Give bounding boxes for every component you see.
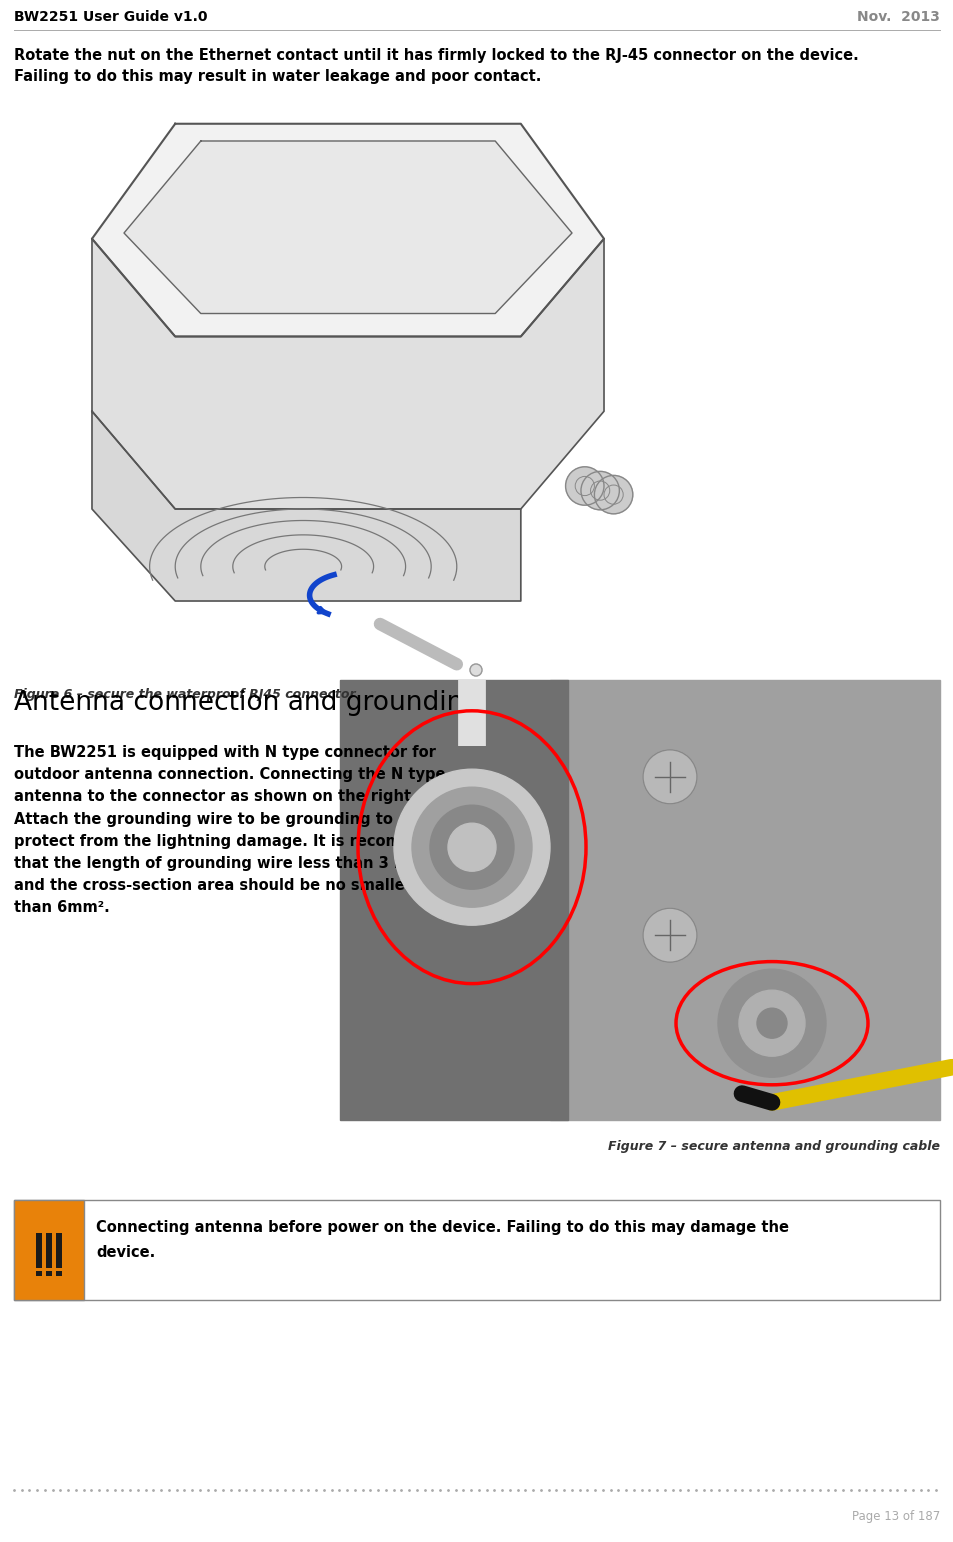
Polygon shape: [91, 123, 603, 336]
Text: Nov.  2013: Nov. 2013: [856, 9, 939, 25]
Circle shape: [565, 467, 603, 506]
Circle shape: [580, 472, 618, 510]
Circle shape: [594, 475, 632, 513]
Polygon shape: [91, 239, 603, 509]
Bar: [339, 680, 939, 1119]
Circle shape: [470, 665, 481, 675]
Text: The BW2251 is equipped with N type connector for
outdoor antenna connection. Con: The BW2251 is equipped with N type conne…: [14, 745, 447, 916]
Polygon shape: [124, 140, 572, 313]
Bar: [36, 1232, 42, 1268]
Circle shape: [757, 1008, 786, 1038]
Circle shape: [642, 908, 697, 962]
Bar: [56, 1271, 62, 1275]
Bar: [14, 1200, 84, 1300]
Circle shape: [448, 823, 496, 871]
Bar: [46, 1271, 52, 1275]
Bar: [56, 1232, 62, 1268]
Circle shape: [739, 990, 804, 1056]
Text: Connecting antenna before power on the device. Failing to do this may damage the: Connecting antenna before power on the d…: [96, 1220, 788, 1260]
Text: Antenna connection and grounding: Antenna connection and grounding: [14, 689, 479, 715]
Polygon shape: [339, 680, 567, 1119]
Circle shape: [642, 749, 697, 803]
Text: Figure 7 – secure antenna and grounding cable: Figure 7 – secure antenna and grounding …: [607, 1140, 939, 1153]
Bar: [36, 1271, 42, 1275]
Bar: [60, 96, 700, 671]
Circle shape: [394, 769, 550, 925]
Bar: [46, 1232, 52, 1268]
Polygon shape: [91, 412, 520, 601]
Text: Page 13 of 187: Page 13 of 187: [851, 1510, 939, 1523]
Circle shape: [430, 805, 514, 890]
Circle shape: [412, 788, 532, 907]
Text: BW2251 User Guide v1.0: BW2251 User Guide v1.0: [14, 9, 208, 25]
Bar: [14, 1200, 939, 1300]
Polygon shape: [550, 680, 939, 1119]
Text: Figure 6 – secure the waterproof RJ45 connector: Figure 6 – secure the waterproof RJ45 co…: [14, 688, 355, 702]
Text: Rotate the nut on the Ethernet contact until it has firmly locked to the RJ-45 c: Rotate the nut on the Ethernet contact u…: [14, 48, 858, 83]
Circle shape: [718, 970, 825, 1078]
